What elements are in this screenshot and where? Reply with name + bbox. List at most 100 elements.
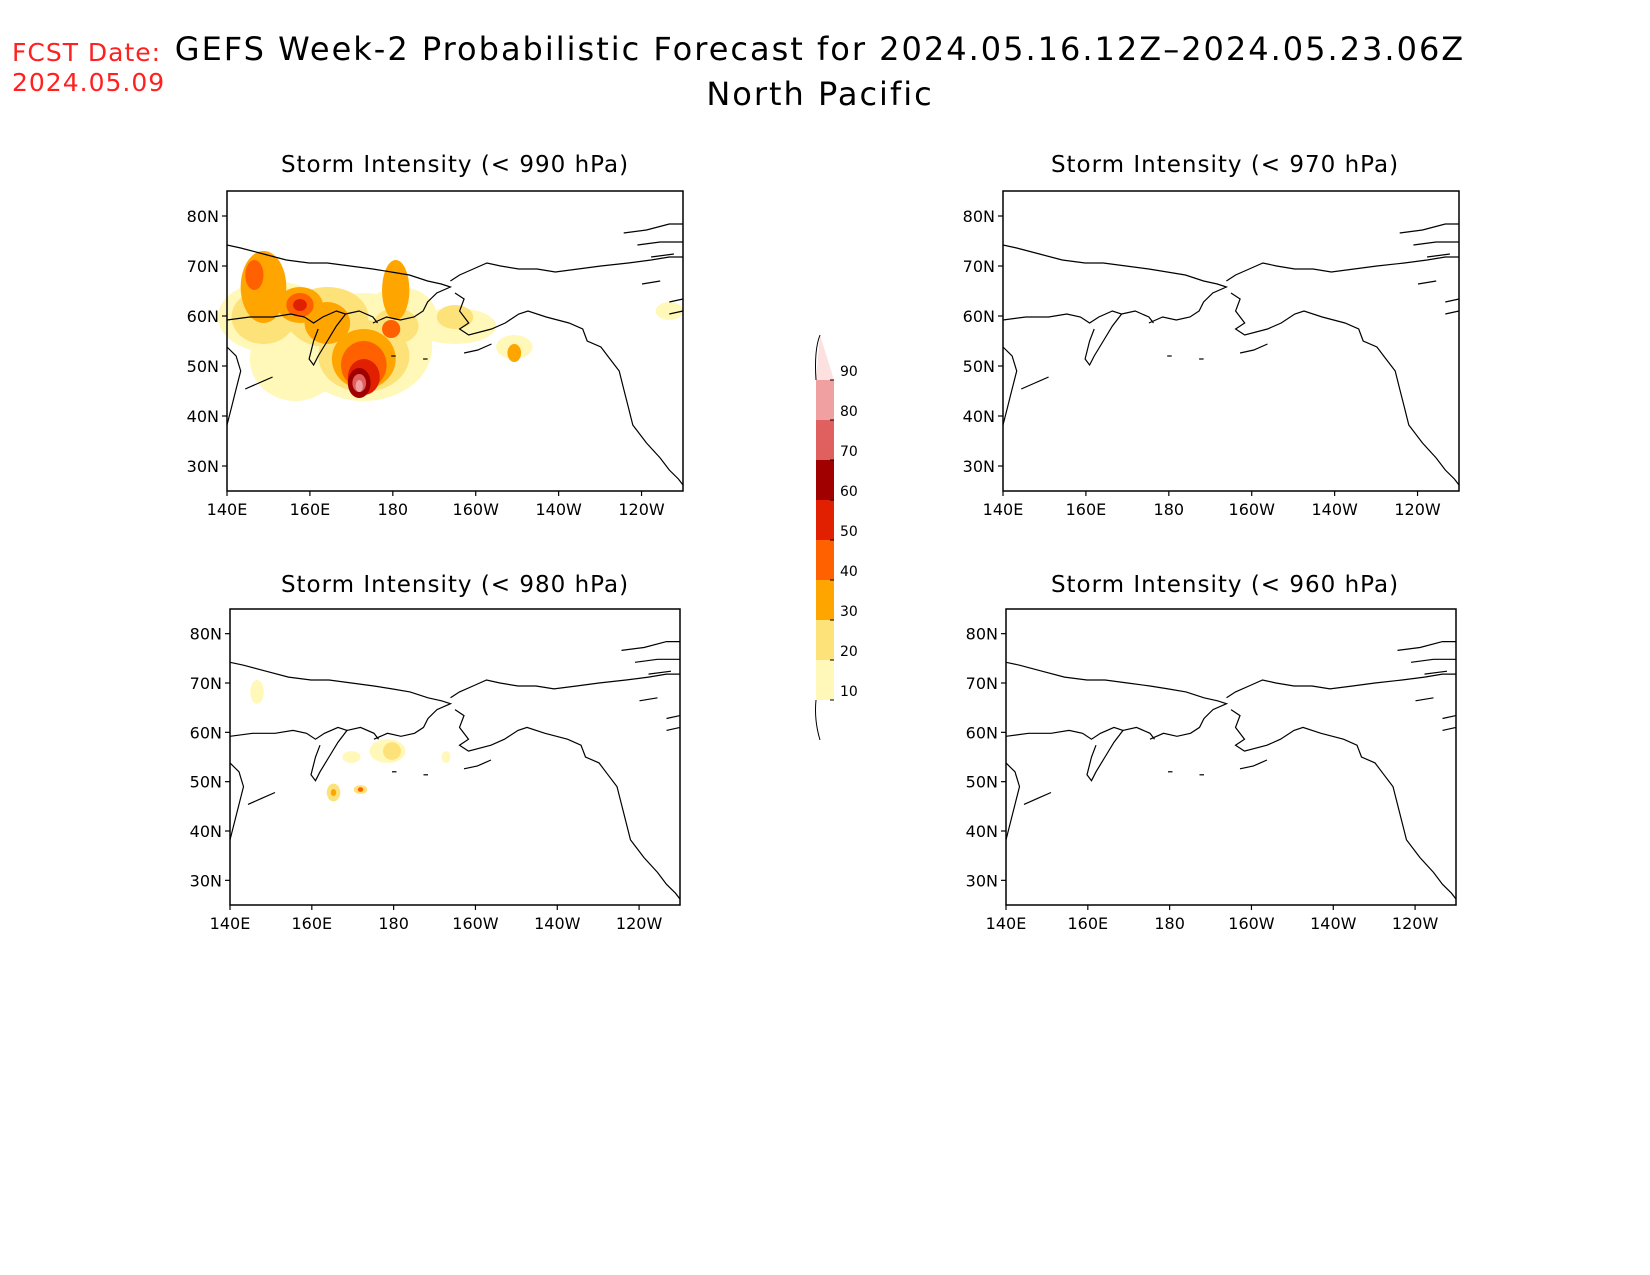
lat-tick-label: 70N <box>190 674 222 693</box>
lat-tick-label: 50N <box>190 773 222 792</box>
lon-tick-label: 180 <box>1154 500 1185 519</box>
map-frame <box>229 608 681 906</box>
lon-tick-label: 140W <box>1310 914 1357 933</box>
coastline <box>450 256 683 282</box>
lat-tick-label: 80N <box>187 207 219 226</box>
coastline <box>1023 791 1052 805</box>
coastline <box>229 726 348 782</box>
lat-tick-label: 60N <box>190 723 222 742</box>
probability-contour <box>245 260 264 290</box>
lat-tick-label: 30N <box>187 457 219 476</box>
colorbar-label: 30 <box>840 604 858 620</box>
probability-contour <box>382 320 401 338</box>
coastline <box>1002 310 1123 367</box>
coastline <box>641 280 661 285</box>
coastline <box>226 346 242 426</box>
coastline <box>669 310 684 315</box>
lon-tick-label: 180 <box>378 500 409 519</box>
probability-contour <box>355 380 363 392</box>
probability-contour <box>655 302 683 320</box>
lon-tick-label: 120W <box>1392 914 1439 933</box>
coastline <box>1122 726 1155 740</box>
panel-title-980: Storm Intensity (< 980 hPa) <box>280 572 630 598</box>
lat-tick-label: 30N <box>963 457 995 476</box>
forecast-date: FCST Date: 2024.05.09 <box>12 38 165 98</box>
coastline <box>1239 343 1268 354</box>
probability-contour <box>383 742 401 760</box>
coastline <box>1005 762 1021 841</box>
lon-tick-label: 140E <box>207 500 248 519</box>
colorbar-segment <box>816 420 834 460</box>
coastline <box>454 292 684 486</box>
coastline <box>666 715 681 720</box>
probability-contour <box>330 788 337 797</box>
coastline <box>1397 640 1456 651</box>
coastline <box>666 726 681 731</box>
lon-tick-label: 120W <box>616 914 663 933</box>
coastline <box>1005 726 1124 782</box>
lat-tick-label: 80N <box>963 207 995 226</box>
coastline <box>454 709 681 900</box>
lon-tick-label: 160E <box>1066 500 1107 519</box>
map-frame <box>1005 608 1457 906</box>
coastline <box>1230 709 1457 900</box>
forecast-date-value: 2024.05.09 <box>12 68 166 97</box>
lon-tick-label: 160W <box>1228 914 1275 933</box>
panel-title-990: Storm Intensity (< 990 hPa) <box>280 152 630 178</box>
coastline <box>229 762 245 841</box>
lat-tick-label: 30N <box>966 871 998 890</box>
coastline <box>1002 244 1229 324</box>
colorbar-label: 90 <box>840 364 858 380</box>
lon-tick-label: 120W <box>618 500 665 519</box>
lat-tick-label: 60N <box>187 307 219 326</box>
colorbar-segment <box>816 380 834 420</box>
coastline <box>1415 697 1434 702</box>
lat-tick-label: 70N <box>187 257 219 276</box>
coastline <box>1002 346 1018 426</box>
colorbar-outline <box>815 334 821 381</box>
probability-contour <box>436 305 474 329</box>
coastline <box>1413 241 1459 246</box>
lat-tick-label: 80N <box>190 625 222 644</box>
coastline <box>1226 256 1459 282</box>
lat-tick-label: 60N <box>966 723 998 742</box>
lon-tick-label: 140E <box>986 914 1027 933</box>
coastline <box>450 673 680 699</box>
coastline <box>1399 223 1459 234</box>
coastline <box>345 310 378 324</box>
lon-tick-label: 160E <box>291 914 332 933</box>
lat-tick-label: 40N <box>187 407 219 426</box>
lat-tick-label: 70N <box>963 257 995 276</box>
colorbar-segment <box>816 460 834 500</box>
coastline <box>1445 298 1460 303</box>
lon-tick-label: 140E <box>983 500 1024 519</box>
coastline <box>669 298 684 303</box>
lat-tick-label: 60N <box>963 307 995 326</box>
lon-tick-label: 120W <box>1394 500 1441 519</box>
colorbar-arrow-top <box>816 335 834 380</box>
lon-tick-label: 160W <box>452 914 499 933</box>
coastline <box>1424 670 1448 675</box>
coastline <box>1226 673 1456 699</box>
coastline <box>1445 310 1460 315</box>
probability-contour <box>293 299 307 311</box>
lat-tick-label: 40N <box>190 822 222 841</box>
coastline <box>226 244 453 324</box>
colorbar-label: 10 <box>840 684 858 700</box>
lon-tick-label: 140W <box>1311 500 1358 519</box>
map-panel-960: 80N 70N 60N 50N 40N 30N 140E 160E 180 160W 140W 120… <box>966 608 1457 933</box>
lon-tick-label: 140W <box>535 500 582 519</box>
coastline <box>244 376 273 390</box>
colorbar-segment <box>816 620 834 660</box>
coastline <box>1410 658 1456 663</box>
probability-contour <box>342 751 361 763</box>
colorbar-label: 40 <box>840 564 858 580</box>
map-frame <box>1002 190 1460 492</box>
lat-tick-label: 40N <box>966 822 998 841</box>
coastline <box>346 726 379 740</box>
coastline <box>1417 280 1437 285</box>
lon-tick-label: 160W <box>453 500 500 519</box>
lat-tick-label: 50N <box>187 357 219 376</box>
lon-tick-label: 140E <box>210 914 251 933</box>
lat-tick-label: 50N <box>966 773 998 792</box>
